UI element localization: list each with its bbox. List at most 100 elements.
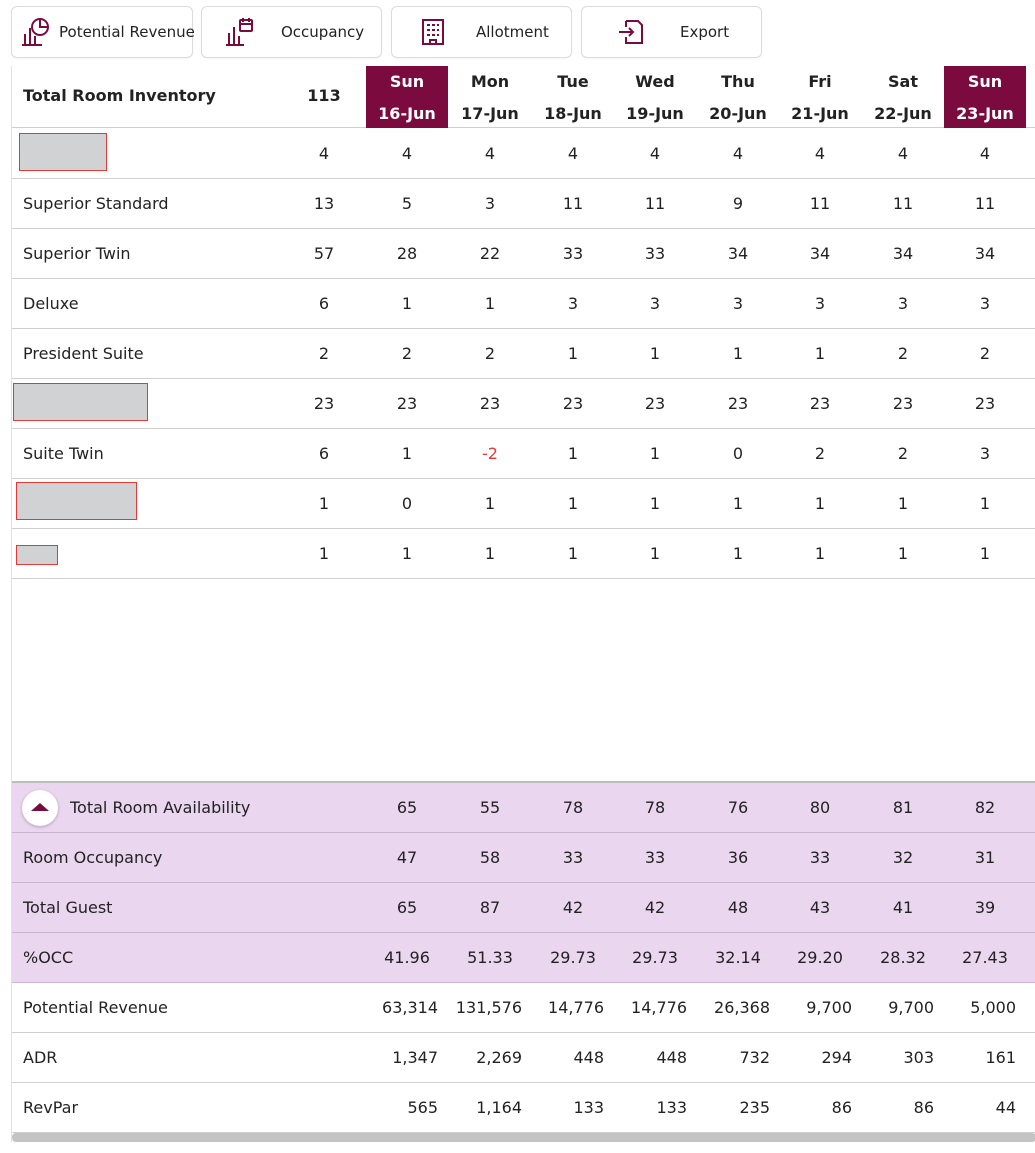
- room-day-value[interactable]: 1: [814, 344, 826, 363]
- occupancy-button[interactable]: Occupancy: [201, 6, 382, 58]
- room-type-name: Superior Twin: [23, 244, 131, 263]
- room-day-value[interactable]: 1: [484, 494, 496, 513]
- room-day-value[interactable]: 11: [562, 194, 584, 213]
- room-day-value[interactable]: 4: [567, 144, 579, 163]
- export-label: Export: [680, 23, 730, 41]
- room-day-value[interactable]: 2: [979, 344, 991, 363]
- potential-revenue-button[interactable]: Potential Revenue: [11, 6, 195, 58]
- room-day-value[interactable]: 1: [732, 344, 744, 363]
- room-day-value[interactable]: 11: [974, 194, 996, 213]
- day-header-6[interactable]: Fri 21-Jun: [779, 66, 861, 128]
- export-button[interactable]: Export: [581, 6, 762, 58]
- room-day-value[interactable]: 34: [892, 244, 914, 263]
- room-day-value[interactable]: 1: [732, 544, 744, 563]
- allotment-button[interactable]: Allotment: [391, 6, 572, 58]
- room-day-value[interactable]: 23: [396, 394, 418, 413]
- allotment-label: Allotment: [476, 23, 549, 41]
- room-day-value[interactable]: 1: [567, 444, 579, 463]
- room-day-value[interactable]: 34: [974, 244, 996, 263]
- room-day-value[interactable]: 33: [562, 244, 584, 263]
- room-day-value[interactable]: 1: [401, 294, 413, 313]
- room-day-value[interactable]: 3: [979, 444, 991, 463]
- room-day-value[interactable]: 4: [814, 144, 826, 163]
- room-day-value[interactable]: 1: [649, 444, 661, 463]
- room-day-value[interactable]: -2: [482, 444, 498, 463]
- room-day-value[interactable]: 4: [401, 144, 413, 163]
- room-day-value[interactable]: 1: [979, 544, 991, 563]
- room-day-value[interactable]: 1: [649, 544, 661, 563]
- room-day-value[interactable]: 23: [479, 394, 501, 413]
- room-day-value[interactable]: 1: [567, 544, 579, 563]
- financial-row: Potential Revenue 63,314 131,576 14,776 14,7…: [12, 983, 1035, 1033]
- summary-day-value: 32: [892, 848, 914, 867]
- room-day-value[interactable]: 1: [649, 344, 661, 363]
- summary-day-value: 29.20: [797, 948, 843, 967]
- room-day-value[interactable]: 4: [897, 144, 909, 163]
- room-day-value[interactable]: 3: [484, 194, 496, 213]
- room-day-value[interactable]: 23: [974, 394, 996, 413]
- room-day-value[interactable]: 1: [814, 494, 826, 513]
- room-day-value[interactable]: 33: [644, 244, 666, 263]
- room-day-value[interactable]: 1: [401, 544, 413, 563]
- summary-day-value: 31: [974, 848, 996, 867]
- room-day-value[interactable]: 34: [727, 244, 749, 263]
- room-day-value[interactable]: 1: [979, 494, 991, 513]
- room-day-value[interactable]: 1: [649, 494, 661, 513]
- room-day-value[interactable]: 9: [732, 194, 744, 213]
- room-day-value[interactable]: 11: [892, 194, 914, 213]
- room-day-value[interactable]: 11: [809, 194, 831, 213]
- room-day-value[interactable]: 5: [401, 194, 413, 213]
- day-header-8[interactable]: Sun 23-Jun: [944, 66, 1026, 128]
- room-day-value[interactable]: 28: [396, 244, 418, 263]
- room-day-value[interactable]: 11: [644, 194, 666, 213]
- room-day-value[interactable]: 2: [814, 444, 826, 463]
- room-day-value[interactable]: 4: [649, 144, 661, 163]
- room-day-value[interactable]: 2: [401, 344, 413, 363]
- room-day-value[interactable]: 1: [401, 444, 413, 463]
- room-day-value[interactable]: 3: [649, 294, 661, 313]
- room-day-value[interactable]: 23: [562, 394, 584, 413]
- room-day-value[interactable]: 34: [809, 244, 831, 263]
- room-day-value[interactable]: 2: [897, 444, 909, 463]
- room-day-value[interactable]: 2: [484, 344, 496, 363]
- horizontal-scrollbar[interactable]: [12, 1133, 1035, 1142]
- room-day-value[interactable]: 0: [732, 444, 744, 463]
- room-day-value[interactable]: 1: [484, 294, 496, 313]
- collapse-toggle-icon[interactable]: [22, 790, 58, 826]
- room-day-value[interactable]: 22: [479, 244, 501, 263]
- day-dow: Fri: [808, 72, 832, 91]
- room-day-value[interactable]: 4: [484, 144, 496, 163]
- room-day-value[interactable]: 23: [892, 394, 914, 413]
- day-header-2[interactable]: Mon 17-Jun: [449, 66, 531, 128]
- room-day-value[interactable]: 1: [484, 544, 496, 563]
- room-day-value[interactable]: 1: [897, 544, 909, 563]
- room-day-value[interactable]: 4: [979, 144, 991, 163]
- room-day-value[interactable]: 2: [897, 344, 909, 363]
- room-day-value[interactable]: 3: [979, 294, 991, 313]
- day-date: 22-Jun: [874, 104, 932, 123]
- summary-day-value: 33: [809, 848, 831, 867]
- room-day-value[interactable]: 1: [897, 494, 909, 513]
- financial-label: RevPar: [23, 1098, 79, 1117]
- room-day-value[interactable]: 1: [567, 344, 579, 363]
- room-day-value[interactable]: 3: [567, 294, 579, 313]
- day-header-7[interactable]: Sat 22-Jun: [862, 66, 944, 128]
- summary-label: Room Occupancy: [23, 848, 163, 867]
- room-day-value[interactable]: 3: [897, 294, 909, 313]
- room-day-value[interactable]: 1: [567, 494, 579, 513]
- room-day-value[interactable]: 4: [732, 144, 744, 163]
- room-day-value[interactable]: 23: [644, 394, 666, 413]
- day-header-4[interactable]: Wed 19-Jun: [614, 66, 696, 128]
- day-header-3[interactable]: Tue 18-Jun: [532, 66, 614, 128]
- room-day-value[interactable]: 23: [727, 394, 749, 413]
- room-day-value[interactable]: 23: [809, 394, 831, 413]
- financial-label: ADR: [23, 1048, 58, 1067]
- room-day-value[interactable]: 3: [732, 294, 744, 313]
- day-header-1[interactable]: Sun 16-Jun: [366, 66, 448, 128]
- day-dow: Sun: [389, 72, 425, 91]
- room-day-value[interactable]: 1: [732, 494, 744, 513]
- room-day-value[interactable]: 0: [401, 494, 413, 513]
- room-day-value[interactable]: 3: [814, 294, 826, 313]
- day-header-5[interactable]: Thu 20-Jun: [697, 66, 779, 128]
- room-day-value[interactable]: 1: [814, 544, 826, 563]
